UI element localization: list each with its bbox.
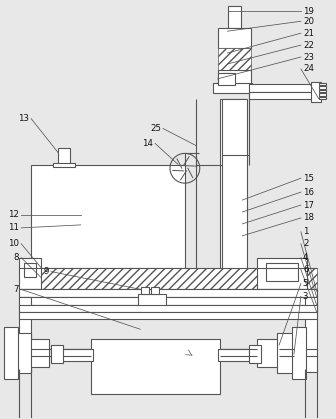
Bar — [151, 287, 159, 295]
Text: 5: 5 — [303, 279, 308, 288]
Text: 10: 10 — [8, 239, 19, 248]
Bar — [218, 28, 251, 48]
Bar — [218, 349, 249, 361]
Bar — [222, 99, 244, 277]
Bar — [249, 92, 314, 99]
Text: 12: 12 — [8, 210, 19, 220]
Bar — [4, 327, 18, 379]
Bar — [19, 258, 41, 290]
Text: 15: 15 — [303, 174, 314, 183]
Bar — [221, 73, 232, 83]
Bar — [249, 345, 261, 363]
Bar — [91, 339, 219, 394]
Text: 19: 19 — [303, 7, 314, 16]
Text: 24: 24 — [303, 65, 314, 73]
Bar — [319, 97, 326, 99]
Bar — [319, 83, 326, 85]
Text: 18: 18 — [303, 213, 314, 222]
Bar — [19, 305, 317, 312]
Text: 1: 1 — [303, 228, 308, 236]
Text: 25: 25 — [150, 124, 161, 133]
Bar — [19, 339, 49, 367]
Text: 20: 20 — [303, 17, 314, 26]
Bar — [227, 6, 241, 28]
Bar — [319, 93, 326, 96]
Bar — [58, 148, 70, 166]
Text: 8: 8 — [14, 253, 19, 262]
Text: 7: 7 — [14, 285, 19, 294]
Bar — [19, 297, 317, 305]
Bar — [141, 287, 149, 295]
Bar — [277, 333, 297, 373]
Bar — [19, 312, 317, 319]
Bar — [31, 165, 185, 268]
Bar — [292, 327, 306, 379]
Bar — [213, 83, 252, 93]
Bar — [138, 295, 166, 312]
Bar — [11, 333, 31, 373]
Text: 14: 14 — [142, 139, 153, 148]
Text: 6: 6 — [303, 265, 308, 274]
Text: 4: 4 — [303, 253, 308, 262]
Bar — [218, 73, 236, 85]
Bar — [311, 82, 321, 102]
Bar — [19, 297, 31, 372]
Bar — [218, 70, 251, 86]
Text: 13: 13 — [18, 114, 29, 123]
Bar — [19, 268, 317, 290]
Bar — [257, 339, 287, 367]
Text: 22: 22 — [303, 41, 314, 49]
Bar — [218, 48, 251, 70]
Bar — [319, 86, 326, 89]
Bar — [53, 163, 75, 167]
Text: 3: 3 — [303, 292, 308, 301]
Text: 17: 17 — [303, 201, 314, 210]
Text: 23: 23 — [303, 52, 314, 62]
Bar — [305, 297, 317, 372]
Bar — [51, 345, 63, 363]
Bar — [61, 349, 93, 361]
Bar — [257, 258, 307, 290]
Bar — [19, 290, 317, 297]
Bar — [319, 90, 326, 92]
Text: 21: 21 — [303, 28, 314, 38]
Bar — [219, 99, 247, 274]
Text: 16: 16 — [303, 188, 314, 197]
Text: 9: 9 — [44, 267, 49, 276]
Text: 2: 2 — [303, 239, 308, 248]
Bar — [24, 263, 36, 277]
Bar — [218, 274, 251, 287]
Bar — [249, 84, 314, 92]
Bar — [266, 263, 298, 281]
Text: 11: 11 — [8, 223, 19, 233]
